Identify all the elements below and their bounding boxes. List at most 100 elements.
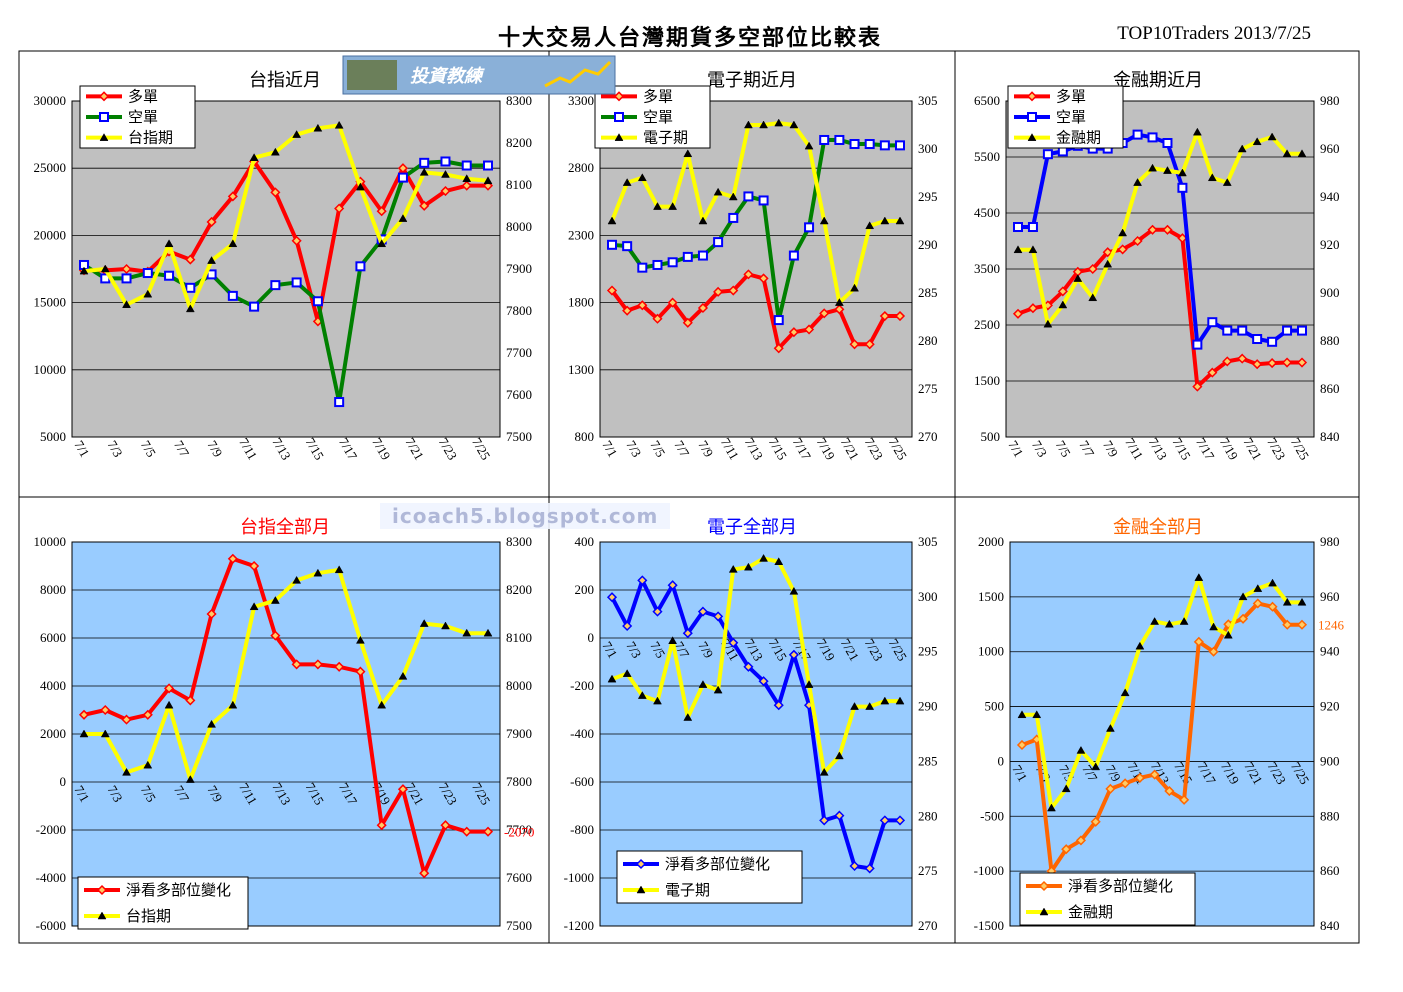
data-point (1222, 356, 1233, 367)
data-point (1133, 178, 1143, 186)
data-point (1102, 247, 1113, 258)
data-point (1268, 578, 1277, 587)
y-right-tick: 960 (1320, 141, 1340, 156)
data-point (713, 286, 724, 297)
data-point (313, 123, 323, 132)
data-point (895, 696, 905, 705)
x-tick: 7/7 (1076, 438, 1098, 460)
data-point (206, 608, 217, 620)
y-left-tick: 2000 (978, 534, 1004, 549)
data-point (164, 700, 174, 709)
data-point (206, 216, 217, 228)
y-left-tick: 2500 (974, 317, 1000, 332)
data-point (622, 669, 632, 677)
y-right-tick: 7800 (506, 774, 532, 789)
data-point (122, 767, 131, 776)
data-point (270, 147, 280, 156)
data-point (1075, 835, 1087, 846)
data-point (1192, 127, 1202, 136)
data-point (880, 216, 890, 225)
data-point (773, 343, 784, 354)
data-point (1134, 772, 1145, 783)
legend-box (616, 850, 803, 904)
data-point (419, 868, 430, 879)
data-point (185, 254, 196, 265)
x-tick: 7/3 (623, 438, 644, 460)
data-point (227, 290, 238, 301)
y-right-tick: 960 (1320, 589, 1340, 604)
data-point (1207, 367, 1218, 378)
logo-text: 投資教練 (410, 66, 485, 87)
data-point (743, 661, 754, 672)
data-point (441, 169, 450, 178)
data-point (249, 560, 260, 572)
data-point (313, 568, 323, 577)
y-right-tick: 7700 (506, 345, 532, 360)
data-point (773, 315, 784, 326)
y-left-tick: -1000 (564, 870, 594, 885)
y-left-tick: 1000 (978, 644, 1004, 659)
data-point (1162, 224, 1173, 235)
legend-marker (1027, 112, 1037, 122)
data-point (1047, 803, 1056, 812)
data-point (637, 691, 647, 699)
data-point (622, 178, 632, 186)
y-left-tick: -200 (570, 678, 594, 693)
data-point (270, 187, 281, 198)
legend-marker (1038, 880, 1050, 892)
data-point (834, 751, 844, 760)
y-left-tick: 0 (998, 753, 1005, 768)
data-point (622, 305, 633, 316)
chart-1: 5000 10000 15000 20000 25000 30000 7500 7600 770… (34, 70, 533, 463)
x-tick: 7/7 (171, 438, 193, 460)
y-left-tick: 500 (985, 699, 1005, 714)
data-point (895, 216, 905, 225)
data-point (1090, 816, 1101, 827)
data-point (1237, 144, 1247, 153)
data-point (606, 285, 618, 296)
data-point (697, 606, 709, 617)
data-point (1296, 619, 1308, 630)
data-point (121, 263, 132, 275)
y-left-tick: -400 (570, 726, 594, 741)
y-left-tick: 4000 (40, 678, 66, 693)
data-point (376, 820, 387, 831)
data-point (1207, 317, 1218, 328)
data-point (1012, 308, 1024, 319)
y-right-tick: 275 (918, 863, 938, 878)
y-left-tick: 1500 (978, 589, 1004, 604)
data-point (819, 308, 830, 319)
y-right-tick: 7600 (506, 387, 532, 402)
data-point (334, 120, 344, 129)
data-point (291, 659, 302, 670)
y-right-tick: 270 (918, 918, 938, 933)
data-point (1192, 339, 1203, 350)
data-point (249, 301, 260, 312)
x-tick: 7/3 (105, 438, 126, 460)
data-point (1164, 619, 1174, 628)
y-left-tick: 2800 (568, 160, 594, 175)
data-point (355, 666, 366, 677)
data-point (1267, 601, 1278, 612)
data-point (461, 180, 472, 191)
data-point (682, 251, 693, 262)
data-point (622, 620, 633, 632)
data-point (1237, 613, 1249, 624)
y-right-tick: 8000 (506, 678, 532, 693)
data-point (1252, 137, 1262, 146)
data-point (1209, 622, 1219, 631)
data-point (377, 239, 387, 248)
legend-marker (1027, 133, 1037, 141)
data-point (864, 863, 875, 874)
x-tick: 7/7 (671, 438, 693, 460)
chart-title: 金融全部月 (1113, 517, 1203, 538)
y-right-tick: 7500 (506, 429, 532, 444)
y-left-tick: -1200 (564, 918, 594, 933)
x-tick: 7/1 (599, 639, 620, 661)
y-right-tick: 8100 (506, 177, 532, 192)
data-point (1193, 636, 1204, 647)
data-point (804, 141, 814, 150)
data-point (1237, 353, 1248, 364)
